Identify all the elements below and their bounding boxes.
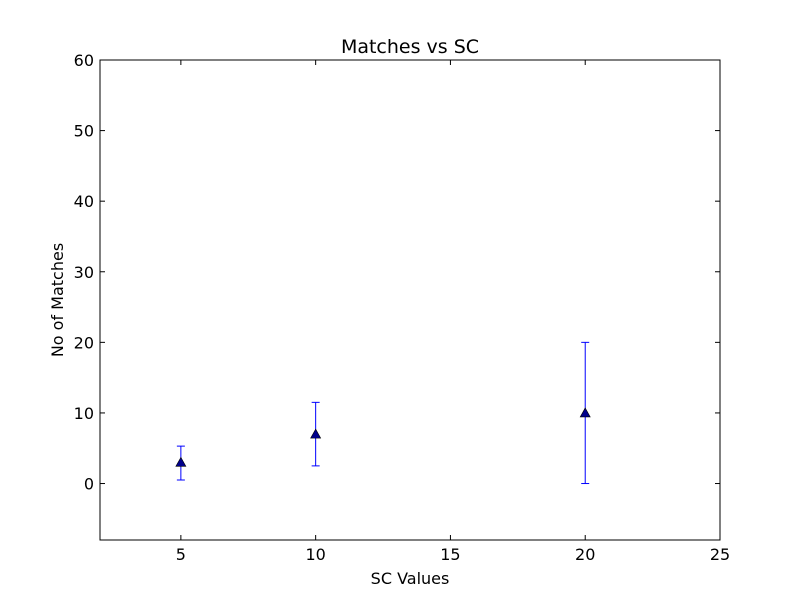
y-tick-label: 0 — [84, 475, 94, 494]
x-tick-label: 20 — [575, 545, 595, 564]
x-tick-label: 10 — [305, 545, 325, 564]
y-tick-label: 30 — [74, 263, 94, 282]
data-point — [176, 457, 186, 466]
y-tick-label: 20 — [74, 333, 94, 352]
y-axis-label: No of Matches — [48, 243, 67, 357]
x-tick-label: 5 — [176, 545, 186, 564]
x-tick-label: 25 — [710, 545, 730, 564]
y-tick-label: 10 — [74, 404, 94, 423]
y-tick-label: 50 — [74, 122, 94, 141]
data-point — [580, 408, 590, 417]
chart-title: Matches vs SC — [341, 36, 479, 58]
plot-area: 5 10 15 20 25 0 10 20 30 40 50 60 — [74, 51, 731, 564]
y-tick-label: 40 — [74, 192, 94, 211]
x-tick-label: 15 — [440, 545, 460, 564]
x-axis-label: SC Values — [371, 569, 450, 588]
y-tick-label: 60 — [74, 51, 94, 70]
plot-frame — [100, 60, 720, 540]
data-point — [311, 429, 321, 438]
